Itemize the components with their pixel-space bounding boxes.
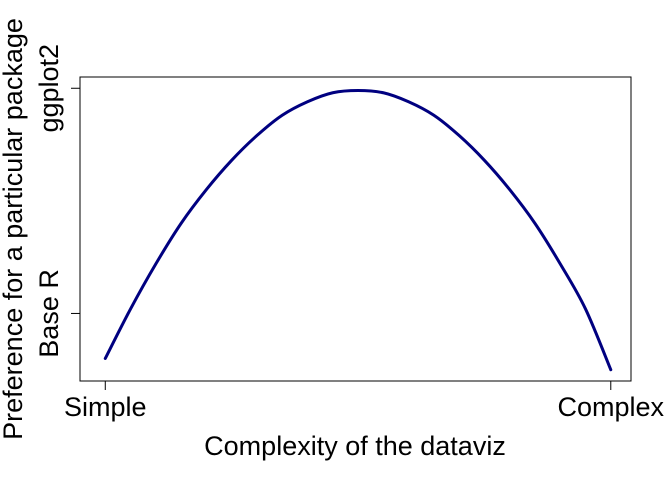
x-axis-title: Complexity of the dataviz xyxy=(204,431,506,461)
y-tick-label-1: ggplot2 xyxy=(34,44,64,133)
plot-frame xyxy=(79,76,632,382)
series-layer xyxy=(103,89,613,372)
series-line-0 xyxy=(103,89,613,372)
x-tick-label-1: Complex xyxy=(558,392,665,422)
x-axis: Simple Complex xyxy=(64,381,665,422)
x-tick-label-0: Simple xyxy=(64,392,147,422)
y-tick-label-0: Base R xyxy=(34,269,64,358)
y-axis: Base R ggplot2 xyxy=(34,44,80,358)
y-axis-title: Preference for a particular package xyxy=(0,18,28,440)
